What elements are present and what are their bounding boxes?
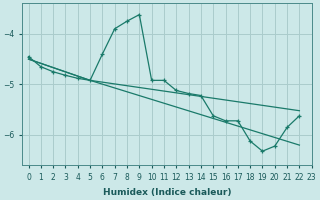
X-axis label: Humidex (Indice chaleur): Humidex (Indice chaleur) xyxy=(103,188,231,197)
